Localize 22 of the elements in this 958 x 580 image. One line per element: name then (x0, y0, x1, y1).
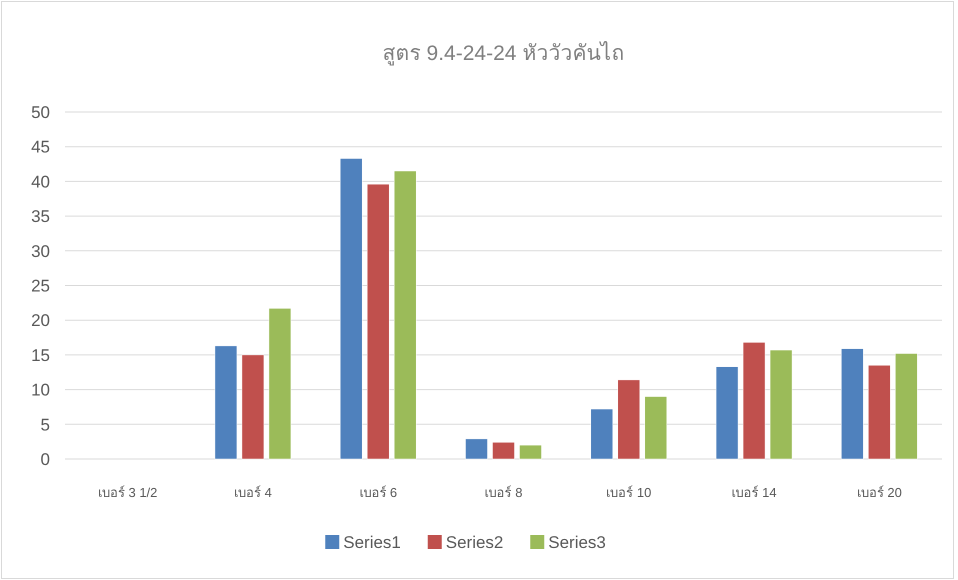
x-tick-label: เบอร์ 8 (484, 485, 522, 500)
y-tick-label: 40 (31, 172, 50, 192)
x-tick-label: เบอร์ 4 (234, 485, 272, 500)
legend-label: Series1 (343, 533, 401, 552)
x-tick-label: เบอร์ 20 (856, 485, 902, 500)
y-tick-label: 5 (40, 415, 50, 434)
x-tick-label: เบอร์ 10 (606, 485, 652, 500)
y-tick-label: 0 (40, 450, 50, 469)
legend-label: Series2 (446, 533, 504, 552)
legend-label: Series3 (548, 533, 606, 552)
chart-title: สูตร 9.4-24-24 หัววัวคันไถ (382, 41, 624, 66)
y-tick-label: 30 (31, 242, 50, 261)
y-tick-label: 45 (31, 138, 50, 157)
y-tick-label: 35 (31, 207, 50, 226)
x-tick-label: เบอร์ 3 1/2 (98, 485, 158, 500)
y-tick-label: 25 (31, 276, 50, 296)
x-tick-label: เบอร์ 14 (732, 485, 777, 500)
y-tick-label: 15 (31, 346, 50, 365)
y-tick-label: 10 (31, 380, 50, 400)
y-tick-label: 20 (31, 311, 50, 330)
x-tick-label: เบอร์ 6 (359, 485, 398, 500)
y-tick-label: 50 (31, 103, 50, 122)
